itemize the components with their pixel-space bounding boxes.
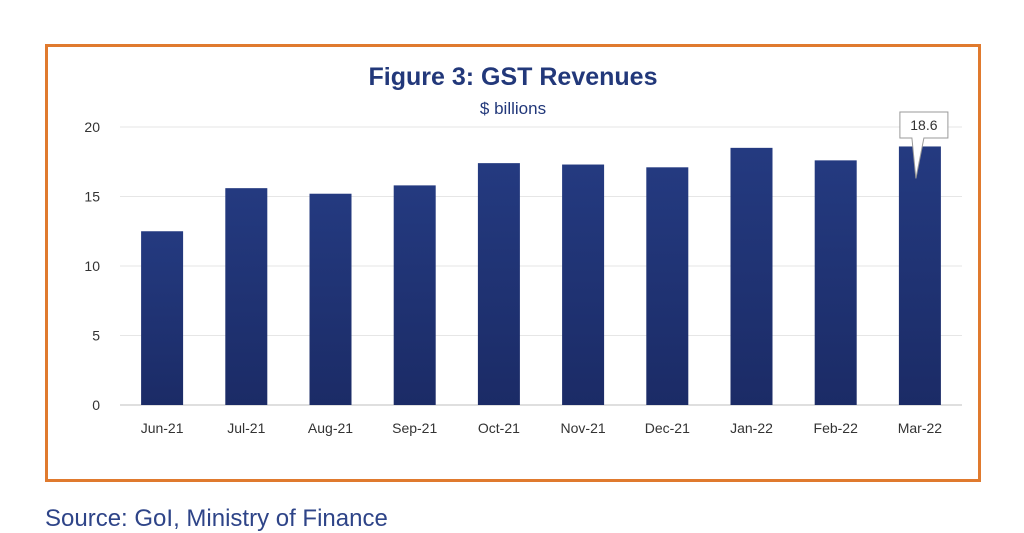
bar [225, 188, 268, 405]
source-note: Source: GoI, Ministry of Finance [45, 505, 388, 532]
y-tick-label: 10 [84, 258, 100, 274]
x-tick-label: Oct-21 [478, 420, 520, 436]
y-tick-label: 5 [92, 328, 100, 344]
x-tick-label: Jan-22 [730, 420, 773, 436]
x-tick-label: Nov-21 [561, 420, 606, 436]
y-tick-label: 20 [84, 119, 100, 135]
bar [730, 147, 773, 405]
x-tick-label: Sep-21 [392, 420, 437, 436]
bar [814, 160, 857, 405]
chart-title: Figure 3: GST Revenues [368, 63, 658, 91]
x-tick-label: Mar-22 [898, 420, 943, 436]
bar [646, 167, 689, 405]
callout-box [899, 111, 949, 179]
callout-label: 18.6 [910, 117, 937, 133]
x-tick-label: Dec-21 [645, 420, 690, 436]
bar [393, 185, 436, 405]
x-tick-label: Feb-22 [814, 420, 859, 436]
x-tick-label: Jul-21 [227, 420, 265, 436]
bar [309, 193, 352, 405]
bar [562, 164, 605, 405]
y-tick-label: 0 [92, 397, 100, 413]
bar [898, 146, 941, 405]
x-tick-label: Aug-21 [308, 420, 353, 436]
bar [141, 231, 184, 405]
chart-subtitle: $ billions [479, 99, 547, 118]
bar [477, 163, 520, 405]
y-tick-label: 15 [84, 189, 100, 205]
x-tick-label: Jun-21 [141, 420, 184, 436]
